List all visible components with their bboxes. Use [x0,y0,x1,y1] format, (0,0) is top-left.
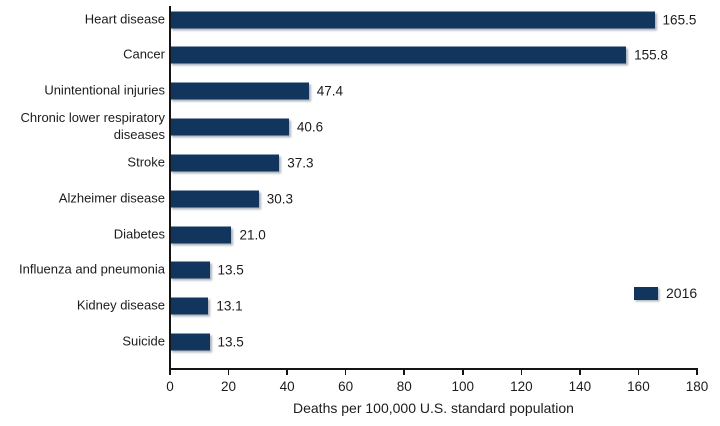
x-tick-label: 160 [627,379,650,394]
category-label: Influenza and pneumonia [18,261,165,277]
x-tick [344,369,347,375]
bar [170,154,280,172]
x-axis-line [169,368,698,370]
category-label: Stroke [127,154,165,170]
x-tick-label: 0 [166,379,174,394]
x-tick-label: 80 [396,379,412,394]
bar [170,46,627,64]
value-label: 13.1 [216,298,243,314]
value-label: 165.5 [662,12,697,27]
x-tick [696,369,698,375]
category-label: Kidney disease [76,297,165,313]
y-axis-line [169,6,171,369]
x-tick [169,369,171,375]
category-label: Alzheimer disease [58,190,165,206]
bar [170,333,210,351]
x-tick [520,369,523,375]
category-label: Suicide [122,333,165,349]
x-tick [403,369,406,375]
category-label: Diabetes [113,226,165,242]
category-label: Heart disease [84,11,165,27]
category-label: Unintentional injuries [44,82,165,98]
value-label: 21.0 [239,227,266,243]
x-tick [461,369,464,375]
x-axis-title: Deaths per 100,000 U.S. standard populat… [293,400,574,416]
bar [170,11,655,28]
x-tick [227,369,230,375]
bar [170,226,232,244]
legend-swatch-2016 [634,286,658,300]
x-tick-label: 100 [451,379,475,394]
x-tick [637,369,640,375]
category-label: Chronic lower respiratory diseases [20,110,166,143]
x-tick-label: 20 [221,379,237,394]
legend-label: 2016 [666,285,698,301]
x-tick-label: 60 [338,379,354,394]
bar [170,190,259,208]
x-tick-label: 180 [685,379,709,394]
bar [170,82,309,100]
legend: 2016 [634,285,697,301]
value-label: 30.3 [266,191,293,207]
bar [170,297,209,315]
bar [170,118,289,136]
value-label: 13.5 [217,334,244,350]
x-tick-label: 40 [279,379,295,394]
category-label: Cancer [123,46,165,62]
value-label: 13.5 [217,262,244,278]
value-label: 40.6 [296,119,324,135]
x-tick-label: 120 [510,379,533,394]
value-label: 37.3 [287,155,314,171]
x-tick-label: 140 [568,379,592,394]
x-tick [579,369,581,375]
value-label: 47.4 [316,83,344,99]
value-label: 155.8 [634,47,668,63]
x-tick [286,369,288,375]
bar [170,261,210,279]
